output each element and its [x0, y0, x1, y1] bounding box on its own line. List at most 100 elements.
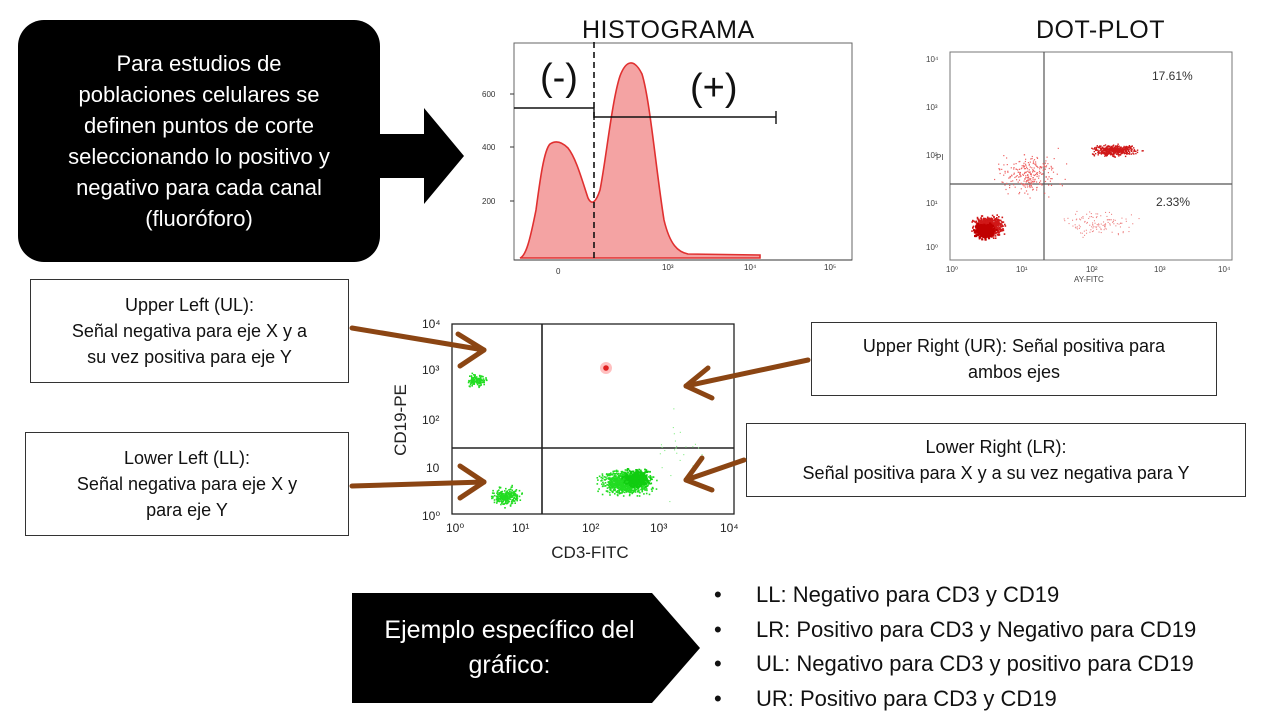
- dot: [480, 384, 482, 386]
- dot: [640, 477, 643, 480]
- dot: [628, 491, 630, 493]
- dot: [1131, 145, 1133, 147]
- hist-y-tick: 600: [482, 90, 496, 99]
- dot: [651, 478, 653, 481]
- dot: [991, 221, 993, 224]
- dot: [642, 485, 645, 487]
- dot: [992, 230, 996, 233]
- dot: [1010, 180, 1012, 182]
- dot: [643, 474, 646, 477]
- dot: [1089, 231, 1091, 233]
- dot: [987, 237, 991, 240]
- dot: [649, 470, 651, 473]
- dot: [987, 231, 990, 234]
- dot: [1105, 148, 1107, 151]
- dot: [1086, 221, 1088, 223]
- dot: [1076, 210, 1078, 212]
- lr-text: Señal positiva para X y a su vez negativ…: [802, 463, 1190, 483]
- dot: [642, 488, 644, 490]
- dot: [1118, 146, 1120, 148]
- dot: [610, 479, 613, 482]
- dot: [627, 488, 629, 490]
- dot: [1029, 184, 1031, 186]
- dot: [981, 238, 984, 241]
- dot: [1101, 151, 1103, 153]
- dot: [1013, 184, 1015, 186]
- list-item: UR: Positivo para CD3 y CD19: [712, 682, 1196, 717]
- callout-line: definen puntos de corte: [84, 113, 314, 138]
- dot: [626, 489, 628, 491]
- dot: [1061, 185, 1063, 187]
- dot: [1001, 229, 1003, 232]
- dot: [628, 488, 631, 490]
- dotplot-top-chart: 17.61% 2.33% 10⁴ 10³ 10² 10¹ 10⁰ PI 10⁰ …: [926, 51, 1233, 284]
- dot: [1044, 168, 1046, 170]
- dot: [1099, 226, 1101, 228]
- dot: [645, 474, 648, 477]
- dot: [630, 485, 632, 488]
- dot: [1090, 213, 1092, 215]
- dot: [1001, 216, 1004, 219]
- dot: [609, 488, 612, 490]
- dot: [615, 485, 617, 487]
- dot: [996, 224, 999, 227]
- dot: [983, 235, 987, 238]
- dot: [1092, 153, 1094, 156]
- dot: [1002, 229, 1005, 232]
- dot: [683, 454, 685, 456]
- dot: [994, 218, 996, 220]
- dot: [983, 229, 986, 232]
- dot: [625, 491, 628, 493]
- dot: [1136, 151, 1139, 154]
- dot: [1105, 147, 1107, 149]
- dot: [1064, 220, 1066, 222]
- dot: [469, 382, 472, 384]
- dot: [1106, 146, 1108, 148]
- dot: [629, 491, 631, 493]
- dot: [638, 489, 640, 491]
- dot: [601, 475, 604, 477]
- dot: [987, 228, 990, 231]
- dot: [624, 480, 627, 483]
- dot: [504, 497, 507, 499]
- dot: [1027, 174, 1029, 176]
- dot: [1010, 167, 1012, 169]
- dot: [1118, 153, 1120, 156]
- dot: [1104, 225, 1106, 227]
- dot: [1119, 151, 1121, 154]
- list-item: LR: Positivo para CD3 y Negativo para CD…: [712, 613, 1196, 648]
- dot: [997, 228, 999, 230]
- dot: [511, 486, 513, 488]
- dot: [976, 216, 979, 219]
- dot: [996, 220, 999, 223]
- dot: [611, 485, 614, 487]
- dot: [648, 482, 650, 484]
- dot: [1048, 176, 1050, 178]
- dot: [616, 490, 619, 492]
- dot: [1108, 148, 1110, 150]
- dot: [1027, 193, 1029, 195]
- dot: [1089, 224, 1091, 226]
- dot: [1028, 185, 1030, 187]
- dot: [1032, 188, 1034, 190]
- dot: [976, 223, 978, 225]
- dot: [473, 380, 475, 383]
- dot: [1096, 224, 1098, 226]
- dot: [1128, 231, 1130, 233]
- dot: [990, 225, 993, 228]
- dot: [685, 446, 687, 448]
- dot: [636, 484, 638, 487]
- dot: [1096, 228, 1098, 230]
- dot: [636, 483, 638, 486]
- dot: [620, 484, 623, 486]
- dot: [1016, 179, 1018, 181]
- dot: [1048, 196, 1050, 198]
- dot: [513, 500, 516, 502]
- dot: [631, 489, 634, 492]
- dot: [1125, 145, 1128, 148]
- dot: [628, 482, 630, 484]
- dot: [1107, 152, 1110, 154]
- dot: [1045, 166, 1047, 168]
- dot: [632, 476, 634, 479]
- dot: [638, 468, 641, 471]
